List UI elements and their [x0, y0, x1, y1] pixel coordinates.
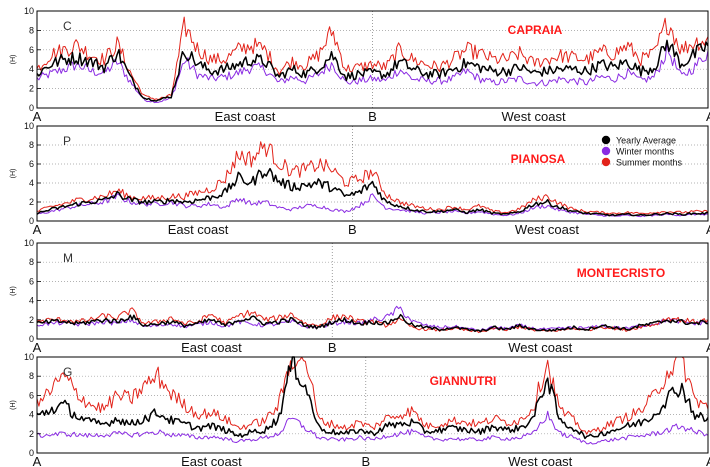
plot-frame — [36, 356, 709, 454]
series-line-yearly — [36, 313, 709, 333]
series-line-yearly — [36, 356, 709, 440]
y-tick-label: 10 — [24, 352, 34, 362]
y-tick-label: 0 — [29, 334, 34, 344]
coast-label: West coast — [508, 340, 572, 355]
legend-marker-winter — [601, 146, 611, 156]
series-line-yearly — [36, 39, 709, 102]
legend-marker-summer — [601, 157, 611, 167]
y-tick-label: 0 — [29, 103, 34, 113]
y-tick-label: 6 — [29, 390, 34, 400]
coast-label: West coast — [515, 222, 579, 237]
series-line-winter — [36, 193, 709, 218]
y-tick-label: 4 — [29, 410, 34, 420]
series-line-summer — [36, 356, 709, 435]
axis-point-label: A — [33, 222, 42, 237]
y-tick-label: 8 — [29, 140, 34, 150]
series-line-summer — [36, 16, 709, 101]
panel-title: MONTECRISTO — [577, 266, 665, 280]
axis-point-label: A — [33, 109, 42, 124]
y-tick-label: 0 — [29, 216, 34, 226]
series-line-summer — [36, 307, 709, 334]
legend-label-yearly: Yearly Average — [616, 136, 676, 146]
coast-label: East coast — [215, 109, 276, 124]
panel-title: GIANNUTRI — [430, 374, 497, 388]
y-axis-label: (H) — [10, 55, 17, 65]
y-tick-label: 6 — [29, 276, 34, 286]
legend-label-summer: Summer months — [616, 158, 683, 168]
y-tick-label: 4 — [29, 178, 34, 188]
y-tick-label: 0 — [29, 448, 34, 458]
legend-label-winter: Winter months — [616, 147, 675, 157]
y-tick-label: 2 — [29, 429, 34, 439]
series-line-winter — [36, 410, 709, 445]
y-axis-label: (H) — [10, 169, 17, 179]
y-tick-label: 8 — [29, 25, 34, 35]
series-line-winter — [36, 43, 709, 104]
series-line-summer — [36, 141, 709, 215]
panel-label: G — [63, 365, 72, 379]
panel-label: M — [63, 251, 73, 265]
panel-capraia: 0 2 4 6 8 10 (H) C CAPRAIA A B A East coast West coas… — [10, 6, 710, 124]
panel-title: PIANOSA — [511, 152, 566, 166]
series-line-yearly — [36, 167, 709, 217]
plot-frame — [36, 242, 709, 340]
panel-montecristo: 0 2 4 6 8 10 (H) M MONTECRISTO A B A East coast West … — [10, 238, 710, 355]
axis-point-label: B — [328, 340, 337, 355]
panel-title: CAPRAIA — [508, 23, 563, 37]
legend-marker-yearly — [601, 135, 611, 145]
panel-label: C — [63, 19, 72, 33]
y-axis-label: (H) — [10, 286, 17, 296]
y-axis-label: (H) — [10, 400, 17, 410]
axis-point-label: A — [706, 222, 710, 237]
coast-label: West coast — [508, 454, 572, 467]
y-tick-label: 10 — [24, 121, 34, 131]
axis-point-label: A — [33, 454, 42, 467]
y-tick-label: 10 — [24, 6, 34, 16]
axis-point-label: B — [368, 109, 377, 124]
panel-label: P — [63, 134, 71, 148]
plot-frame — [36, 125, 709, 222]
y-tick-label: 4 — [29, 64, 34, 74]
y-tick-label: 2 — [29, 197, 34, 207]
y-tick-label: 8 — [29, 257, 34, 267]
coast-label: East coast — [181, 454, 242, 467]
coast-label: West coast — [502, 109, 566, 124]
coast-label: East coast — [181, 340, 242, 355]
axis-point-label: A — [706, 454, 710, 467]
y-tick-label: 4 — [29, 296, 34, 306]
panel-pianosa: 0 2 4 6 8 10 (H) P PIANOSA A B A East coast West coas… — [10, 121, 710, 237]
y-tick-label: 2 — [29, 315, 34, 325]
y-tick-label: 10 — [24, 238, 34, 248]
y-tick-label: 2 — [29, 84, 34, 94]
axis-point-label: A — [706, 109, 710, 124]
axis-point-label: B — [361, 454, 370, 467]
panel-giannutri: 0 2 4 6 8 10 (H) G GIANNUTRI A B A East coast West co… — [10, 352, 710, 467]
y-tick-label: 8 — [29, 371, 34, 381]
y-tick-label: 6 — [29, 159, 34, 169]
axis-point-label: A — [706, 340, 710, 355]
y-tick-label: 6 — [29, 45, 34, 55]
plot-frame — [36, 10, 709, 109]
axis-point-label: B — [348, 222, 357, 237]
axis-point-label: A — [33, 340, 42, 355]
coast-label: East coast — [168, 222, 229, 237]
